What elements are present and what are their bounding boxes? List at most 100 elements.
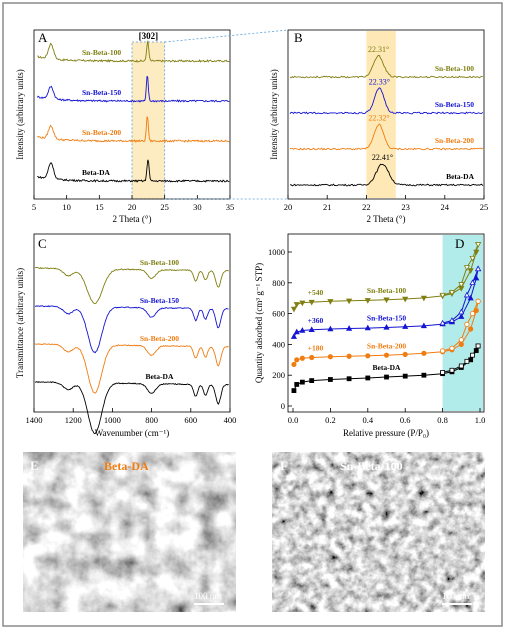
- panel-b-x-tick-label: 21: [323, 202, 332, 212]
- panel-d-point-sn-beta-150: [420, 322, 427, 329]
- panel-d-x-axis-label: Relative pressure (P/P₀): [343, 428, 429, 438]
- panel-c-series-label: Sn-Beta-100: [140, 258, 179, 267]
- panel-d-point-sn-beta-200: [449, 345, 455, 351]
- panel-d-y-tick-label: 600: [272, 309, 285, 319]
- panel-d-point-sn-beta-100: [293, 302, 300, 308]
- panel-c-series-label: Sn-Beta-200: [140, 334, 179, 343]
- panel-d-point-sn-beta-150: [308, 326, 315, 332]
- panel-d-point-sn-beta-200: [402, 351, 408, 358]
- panel-d-point-sn-beta-200: [421, 350, 427, 356]
- panel-d-series-label: Sn-Beta-200: [367, 341, 406, 350]
- panel-c-series-beta-da: [34, 380, 229, 435]
- panel-b-series-label: Sn-Beta-200: [435, 136, 474, 145]
- panel-d-point-sn-beta-150: [469, 279, 476, 285]
- panel-c-y-axis-label: Transmittance (arbitrary units): [15, 268, 25, 378]
- panel-d-point-beta-da: [475, 343, 481, 349]
- panel-d-point-sn-beta-200: [439, 348, 446, 354]
- panel-d-point-beta-da: [294, 382, 300, 387]
- panel-d-point-sn-beta-150: [346, 325, 353, 331]
- panel-d-offset-label: +180: [308, 343, 324, 352]
- panel-d-point-sn-beta-150: [327, 325, 334, 332]
- panel-d-point-sn-beta-100: [439, 292, 446, 299]
- panel-d-point-sn-beta-150: [463, 291, 470, 298]
- panel-d-point-sn-beta-100: [420, 295, 427, 302]
- sem-image-sn-beta-100: [272, 452, 485, 612]
- panel-d-adsorption-sn-beta-100: [293, 244, 479, 310]
- panel-d-point-sn-beta-200: [473, 307, 479, 314]
- panel-c-series-sn-beta-200: [34, 343, 229, 394]
- panel-d-point-sn-beta-150: [475, 265, 482, 272]
- panel-d-y-tick-label: 800: [272, 278, 285, 288]
- panel-d-point-beta-da: [464, 358, 470, 364]
- panel-d-y-tick-label: 1000: [268, 247, 285, 257]
- panel-d-point-sn-beta-150: [402, 323, 409, 329]
- panel-a-x-tick-label: 35: [226, 202, 235, 212]
- panel-c-plot-frame: [33, 233, 231, 413]
- panel-b-series-label: Beta-DA: [446, 172, 474, 181]
- panel-d-x-tick-label: 0.0: [288, 415, 299, 425]
- panel-a-annotation: [302]: [139, 31, 159, 41]
- panel-c-x-tick-label: 800: [145, 415, 158, 425]
- panel-e-letter: E: [30, 458, 39, 473]
- panel-d-point-sn-beta-100: [473, 249, 480, 256]
- panel-d-adsorption-sn-beta-200: [293, 301, 479, 365]
- scale-label-f: 100 nm: [442, 591, 469, 601]
- panel-d-point-sn-beta-200: [365, 353, 371, 359]
- panel-b-plot-frame: [287, 29, 485, 200]
- panel-d-x-tick-label: 1.0: [475, 415, 486, 425]
- panel-d-series-label: Sn-Beta-100: [367, 286, 406, 295]
- panel-d-point-sn-beta-200: [291, 361, 297, 368]
- panel-d-point-sn-beta-100: [327, 299, 334, 305]
- panel-c-x-tick-label: 1000: [104, 415, 121, 425]
- panel-d-x-tick-label: 0.6: [400, 415, 411, 425]
- panel-d-point-sn-beta-200: [383, 352, 390, 358]
- panel-d-series-label: Sn-Beta-150: [367, 314, 406, 323]
- panel-d-point-beta-da: [470, 352, 475, 358]
- panel-a-x-tick-label: 5: [32, 202, 36, 212]
- panel-f-letter: F: [280, 458, 288, 473]
- panel-d-point-sn-beta-200: [469, 310, 476, 317]
- panel-d-point-sn-beta-100: [402, 296, 409, 303]
- panel-a-x-tick-label: 15: [95, 202, 104, 212]
- panel-c-series-sn-beta-150: [34, 305, 229, 354]
- panel-a: 5 10 15 20 25 30 35 Sn-Beta-100 Sn-Beta-150 Sn-Be…: [15, 29, 235, 224]
- panel-d-point-sn-beta-100: [308, 299, 315, 306]
- panel-d-point-sn-beta-200: [475, 298, 481, 304]
- panel-b-series-sn-beta-150: [289, 87, 484, 115]
- panel-b-x-tick-label: 25: [480, 202, 489, 212]
- panel-b-y-axis-label: Intensity (arbitrary units): [269, 69, 279, 159]
- panel-b-x-tick-label: 20: [284, 202, 293, 212]
- panel-d-point-sn-beta-100: [364, 298, 371, 304]
- panel-d-point-beta-da: [440, 370, 446, 375]
- panel-a-series-beta-da: [37, 159, 230, 183]
- panel-b-series-sn-beta-200: [289, 123, 484, 151]
- panel-d-point-sn-beta-150: [290, 333, 298, 339]
- panel-f-title: Sn-Beta-100: [340, 459, 403, 473]
- panel-d-point-sn-beta-150: [448, 317, 456, 323]
- panel-b: 20 21 22 23 24 25 Sn-Beta-100 22.31° Sn-Beta-150…: [269, 29, 489, 224]
- panel-d-point-sn-beta-150: [293, 328, 300, 335]
- panel-c: 1400 1200 1000 800 600 400 Sn-Beta-100 Sn-Beta-…: [15, 233, 236, 438]
- panel-d-point-beta-da: [309, 378, 315, 383]
- panel-c-x-tick-label: 1400: [26, 415, 43, 425]
- panel-d-point-sn-beta-200: [309, 354, 315, 361]
- panel-e: E Beta-DA 100 nm: [23, 452, 236, 612]
- panel-a-x-tick-label: 20: [128, 202, 137, 212]
- zoom-connector-lines: [164, 29, 289, 200]
- panel-d-point-sn-beta-150: [458, 308, 465, 315]
- panel-b-peak-label: 22.33°: [369, 78, 390, 87]
- panel-b-x-tick-label: 22: [362, 202, 371, 212]
- panel-c-x-tick-label: 600: [184, 415, 197, 425]
- panel-c-letter: C: [38, 236, 47, 251]
- panel-d-point-beta-da: [402, 373, 408, 379]
- panel-a-series-label: Sn-Beta-100: [82, 48, 121, 57]
- panel-a-x-tick-label: 25: [160, 202, 169, 212]
- panel-d-point-sn-beta-100: [290, 306, 298, 313]
- panel-d-point-sn-beta-200: [464, 321, 470, 327]
- panel-b-series-label: Sn-Beta-150: [435, 100, 474, 109]
- panel-d-x-tick-label: 0.4: [362, 415, 373, 425]
- panel-d-point-beta-da: [299, 379, 305, 385]
- panel-d-point-sn-beta-150: [299, 327, 306, 333]
- panel-d-point-sn-beta-200: [468, 326, 474, 332]
